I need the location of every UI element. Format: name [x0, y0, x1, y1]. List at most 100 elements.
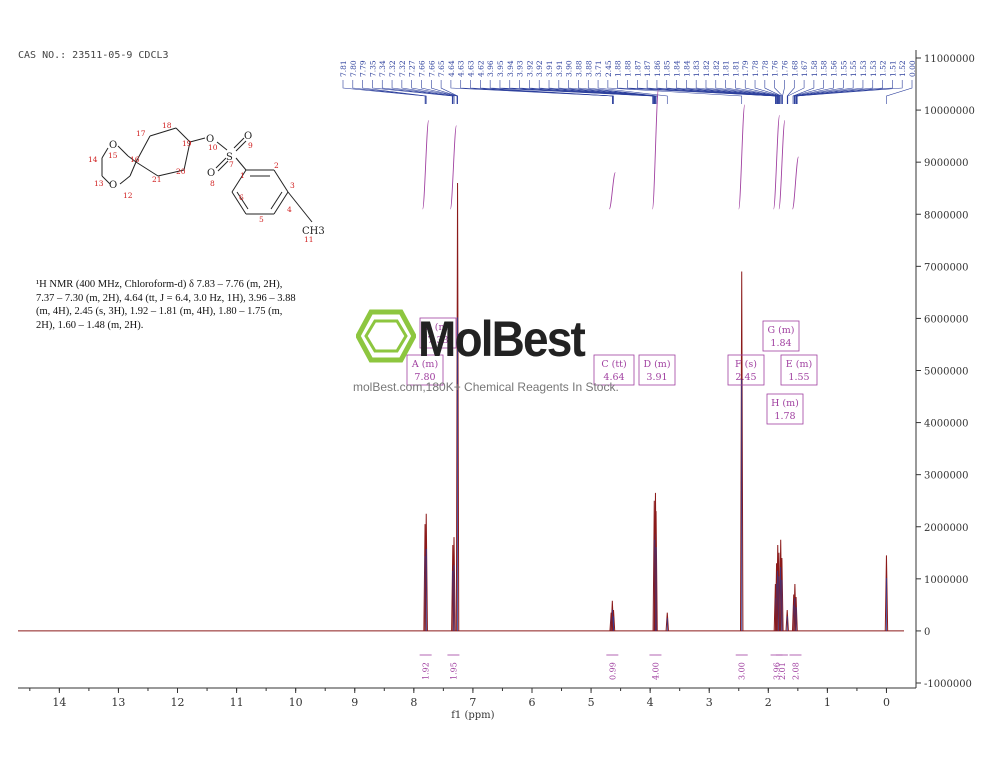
multiplet-letter: B (m): [425, 322, 451, 333]
x-tick-label: 2: [765, 696, 772, 709]
peak-label: 1.87: [633, 60, 642, 77]
nmr-line: ¹H NMR (400 MHz, Chloroform-d) δ 7.83 – …: [36, 279, 283, 290]
peak-label-connector: [372, 80, 453, 104]
integral-value: 0.99: [608, 662, 617, 680]
peak-label: 1.81: [722, 60, 731, 77]
multiplet-box: [762, 320, 800, 352]
multiplet-box: [419, 317, 457, 349]
peak-label: 4.62: [476, 60, 485, 77]
atom-number: 12: [123, 191, 133, 200]
peak-label: 1.79: [741, 60, 750, 77]
peak-label: 1.78: [751, 60, 760, 77]
peak-label-connector: [686, 80, 779, 104]
peak-label: 7.66: [417, 60, 426, 77]
peak-label: 3.91: [545, 60, 554, 77]
multiplet-letter: A (m): [411, 359, 438, 370]
peak-label: 1.55: [849, 60, 858, 77]
peak-label-connector: [792, 80, 825, 104]
x-tick-label: 10: [289, 696, 303, 709]
spectrum-peak: [740, 271, 744, 631]
atom-number: 2: [274, 161, 279, 170]
integral-value: 1.92: [422, 662, 431, 680]
peak-label: 1.51: [888, 60, 897, 77]
peak-label: 4.64: [447, 60, 456, 77]
y-tick-label: 9000000: [924, 158, 969, 169]
atom-number: 1: [240, 171, 245, 180]
x-tick-label: 1: [824, 696, 831, 709]
integral-curve: [652, 88, 659, 210]
multiplet-letter: D (m): [643, 359, 670, 370]
peak-label: 1.78: [761, 60, 770, 77]
integral-value: 3.96: [773, 662, 782, 680]
nmr-description: ¹H NMR (400 MHz, Chloroform-d) δ 7.83 – …: [36, 278, 336, 332]
atom-s: S: [226, 152, 233, 163]
peak-label: 1.82: [712, 60, 721, 77]
peak-label: 7.35: [368, 60, 377, 77]
multiplet-shift: 1.55: [788, 372, 809, 383]
atom-ch3: CH3: [302, 226, 325, 237]
y-tick-label: 5000000: [924, 367, 969, 378]
multiplet-box: [638, 354, 676, 386]
multiplet-letter: C (tt): [601, 359, 626, 370]
atom-number: 16: [130, 155, 140, 164]
atom-o-15: O: [109, 140, 117, 151]
peak-label-connector: [787, 80, 805, 104]
peak-label-connector: [558, 80, 656, 104]
y-tick-label: 8000000: [924, 210, 969, 221]
peak-label: 3.95: [496, 60, 505, 77]
peak-label-connector: [646, 80, 777, 104]
y-tick-label: 10000000: [924, 106, 975, 117]
atom-number: 17: [136, 129, 146, 138]
multiplet-letter: H (m): [771, 398, 799, 409]
molbest-watermark: MolBest: [356, 306, 656, 367]
multiplet-letter: G (m): [767, 325, 794, 336]
integral-curve: [422, 120, 430, 210]
multiplet-shift: 7.33: [427, 335, 448, 346]
spectrum-peak: [654, 511, 658, 631]
x-tick-label: 0: [883, 696, 890, 709]
atom-number: 15: [108, 151, 118, 160]
multiplet-shift: 3.91: [646, 372, 667, 383]
x-tick-label: 3: [706, 696, 713, 709]
multiplet-shift: 1.78: [774, 411, 795, 422]
peak-label: 7.27: [408, 60, 417, 77]
atom-number: 19: [182, 139, 192, 148]
peak-label-connector: [744, 80, 782, 104]
peak-label-connector: [440, 80, 458, 104]
spectrum-peak: [794, 597, 798, 631]
peak-label: 3.94: [506, 60, 515, 77]
x-tick-label: 12: [171, 696, 185, 709]
peak-label: 1.87: [643, 60, 652, 77]
multiplet-shift: 7.80: [414, 372, 435, 383]
peak-label-connector: [695, 80, 779, 104]
peak-label-connector: [342, 80, 426, 104]
peak-label-connector: [607, 80, 743, 104]
multiplet-letter: E (m): [786, 359, 812, 370]
y-tick-label: 4000000: [924, 419, 969, 430]
x-tick-label: 4: [647, 696, 654, 709]
nmr-line: 7.37 – 7.30 (m, 2H), 4.64 (tt, J = 6.4, …: [36, 292, 296, 304]
peak-label: 1.58: [820, 60, 829, 77]
spectrum-peak: [452, 537, 456, 631]
brand-name: MolBest: [418, 311, 586, 367]
peak-label-connector: [786, 80, 795, 104]
integral-curve: [773, 114, 781, 210]
atom-number: 18: [162, 121, 172, 130]
peak-label-connector: [519, 80, 655, 104]
y-tick-label: 0: [924, 627, 930, 638]
multiplet-letter: F (s): [735, 359, 757, 370]
integral-value: 2.01: [778, 662, 787, 680]
atom-o-9: O: [244, 131, 252, 142]
peak-label: 4.63: [467, 60, 476, 77]
atom-o-10: O: [206, 134, 214, 145]
integral-value: 1.95: [449, 662, 458, 680]
multiplet-box: [766, 393, 804, 425]
integral-curve: [738, 104, 746, 210]
atom-number: 20: [176, 167, 186, 176]
peak-label: 0.00: [908, 60, 917, 77]
peak-label: 3.88: [584, 60, 593, 77]
peak-label: 3.90: [565, 60, 574, 77]
peak-label: 1.58: [810, 60, 819, 77]
